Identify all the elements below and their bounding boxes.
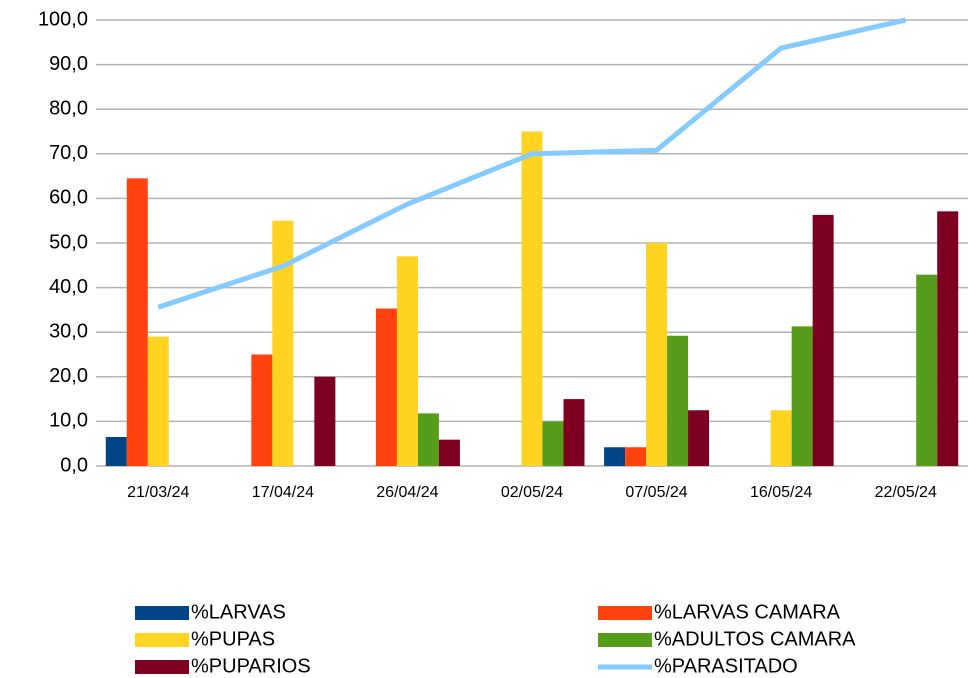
line: [157, 17, 907, 310]
y-tick-label: 10,0: [49, 410, 88, 432]
y-tick-label: 60,0: [49, 187, 88, 209]
legend-label: %LARVAS: [191, 601, 286, 623]
bar: [916, 274, 938, 466]
y-tick-label: 40,0: [49, 276, 88, 298]
bar: [812, 214, 834, 466]
bar: [251, 354, 273, 466]
bar: [375, 308, 397, 466]
legend-label: %ADULTOS CAMARA: [654, 628, 856, 650]
x-tick-label: 02/05/24: [501, 484, 563, 501]
bar: [126, 178, 148, 466]
x-tick-label: 21/03/24: [127, 484, 189, 501]
bar: [667, 335, 689, 466]
bar: [770, 410, 792, 466]
bar: [937, 211, 959, 466]
legend-marker: [135, 660, 189, 674]
bar: [314, 376, 336, 466]
legend-label: %PUPARIOS: [191, 655, 311, 677]
legend-label: %LARVAS CAMARA: [654, 601, 841, 623]
x-tick-label: 26/04/24: [376, 484, 438, 501]
bar: [147, 336, 169, 466]
x-tick-label: 16/05/24: [750, 484, 812, 501]
x-tick-label: 22/05/24: [875, 484, 937, 501]
bar: [417, 413, 439, 466]
bar: [604, 447, 626, 466]
bar: [625, 447, 647, 466]
bar: [688, 410, 710, 466]
bar: [105, 437, 127, 466]
y-tick-label: 90,0: [49, 53, 88, 75]
y-tick-label: 100,0: [38, 8, 88, 30]
bar: [563, 399, 585, 466]
y-tick-label: 80,0: [49, 97, 88, 119]
x-tick-label: 07/05/24: [625, 484, 687, 501]
legend-label: %PARASITADO: [654, 655, 798, 677]
bar: [272, 220, 294, 466]
y-tick-label: 70,0: [49, 142, 88, 164]
y-tick-label: 0,0: [60, 454, 88, 476]
legend-marker: [135, 633, 189, 647]
y-tick-label: 50,0: [49, 231, 88, 253]
legend-marker: [598, 633, 652, 647]
bar: [542, 421, 564, 466]
y-tick-label: 30,0: [49, 320, 88, 342]
bar: [646, 243, 668, 466]
bar: [521, 131, 543, 466]
bar: [438, 439, 460, 466]
x-tick-label: 17/04/24: [252, 484, 314, 501]
legend-label: %PUPAS: [191, 628, 275, 650]
bar: [396, 256, 418, 466]
legend-marker: [598, 606, 652, 620]
bar: [791, 326, 813, 466]
legend-marker: [135, 606, 189, 620]
y-tick-label: 20,0: [49, 365, 88, 387]
